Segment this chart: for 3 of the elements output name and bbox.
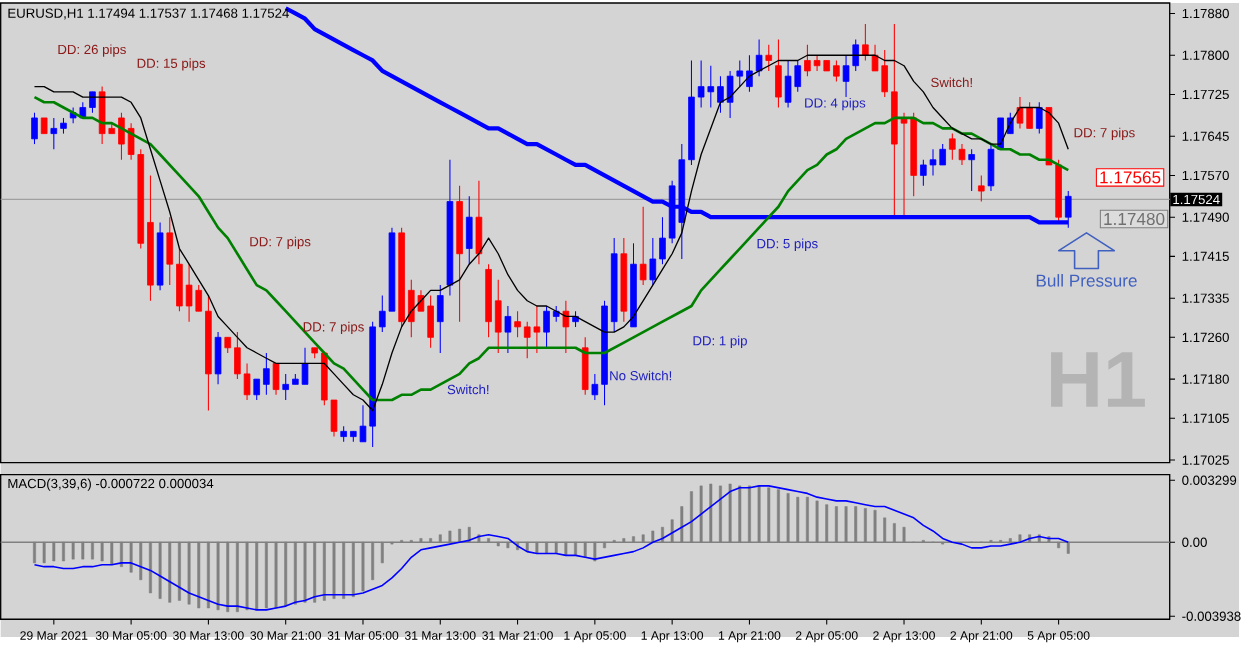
annotation: Bull Pressure	[1036, 274, 1137, 288]
text: 1.17480	[1104, 213, 1165, 226]
text: 1.17565	[1100, 171, 1161, 184]
